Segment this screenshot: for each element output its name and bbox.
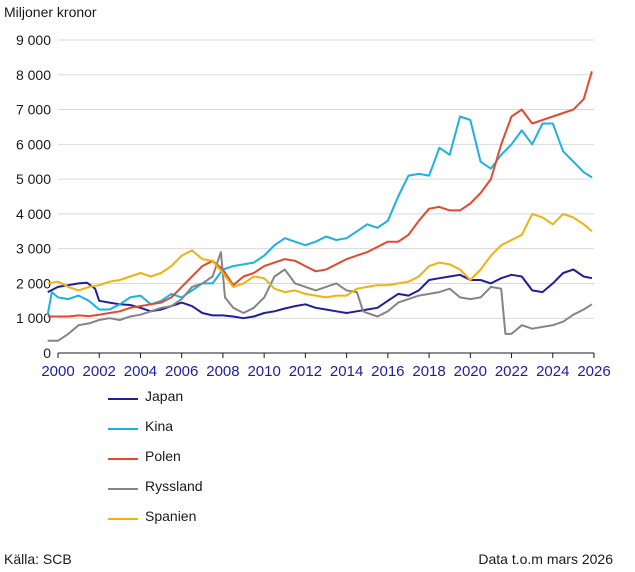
y-tick-label: 8 000 bbox=[16, 67, 51, 83]
x-tick-label: 2010 bbox=[247, 363, 280, 380]
x-tick-label: 2020 bbox=[454, 363, 487, 380]
x-axis: 2000 2002 2004 2006 2008 2010 2012 2014 2016 2018… bbox=[41, 352, 611, 380]
series-line-spanien bbox=[47, 212, 593, 299]
x-tick-label: 2000 bbox=[41, 363, 74, 380]
x-tick-label: 2016 bbox=[371, 363, 404, 380]
x-tick-label: 2012 bbox=[289, 363, 322, 380]
legend-label-ryssland: Ryssland bbox=[145, 478, 203, 494]
gridlines bbox=[58, 39, 594, 319]
source-note: Källa: SCB bbox=[4, 551, 72, 567]
legend-swatch-ryssland bbox=[108, 488, 138, 490]
x-tick-label: 2026 bbox=[577, 363, 610, 380]
legend-label-japan: Japan bbox=[145, 388, 184, 404]
series-line-polen bbox=[47, 71, 593, 318]
x-tick-label: 2022 bbox=[495, 363, 528, 380]
x-tick-label: 2014 bbox=[330, 363, 363, 380]
y-tick-label: 6 000 bbox=[16, 136, 51, 152]
y-tick-label: 0 bbox=[43, 345, 51, 361]
legend-label-kina: Kina bbox=[145, 418, 174, 434]
y-tick-label: 5 000 bbox=[16, 171, 51, 187]
legend-label-polen: Polen bbox=[145, 448, 181, 464]
legend-swatch-spanien bbox=[108, 518, 138, 520]
x-tick-label: 2004 bbox=[124, 363, 157, 380]
y-axis-ticks: 0 1 000 2 000 3 000 4 000 5 000 6 000 7 000 8 00… bbox=[16, 32, 51, 361]
x-tick-label: 2006 bbox=[165, 363, 198, 380]
series-line-kina bbox=[46, 115, 593, 315]
x-tick-label: 2002 bbox=[83, 363, 116, 380]
x-tick-label: 2024 bbox=[536, 363, 569, 380]
legend-label-spanien: Spanien bbox=[145, 508, 197, 524]
y-tick-label: 3 000 bbox=[16, 241, 51, 257]
x-tick-label: 2018 bbox=[412, 363, 445, 380]
series-line-ryssland bbox=[47, 251, 593, 342]
y-tick-label: 7 000 bbox=[16, 102, 51, 118]
data-date-note: Data t.o.m mars 2026 bbox=[478, 551, 613, 567]
legend-swatch-polen bbox=[108, 458, 138, 460]
legend-swatch-kina bbox=[108, 428, 138, 430]
y-tick-label: 4 000 bbox=[16, 206, 51, 222]
y-tick-label: 9 000 bbox=[16, 32, 51, 48]
y-axis-unit-label: Miljoner kronor bbox=[4, 4, 97, 20]
x-tick-label: 2008 bbox=[206, 363, 239, 380]
legend-swatch-japan bbox=[108, 398, 138, 400]
series-line-japan bbox=[47, 268, 593, 320]
y-tick-label: 1 000 bbox=[16, 310, 51, 326]
y-tick-label: 2 000 bbox=[16, 275, 51, 291]
series-lines bbox=[46, 71, 593, 342]
